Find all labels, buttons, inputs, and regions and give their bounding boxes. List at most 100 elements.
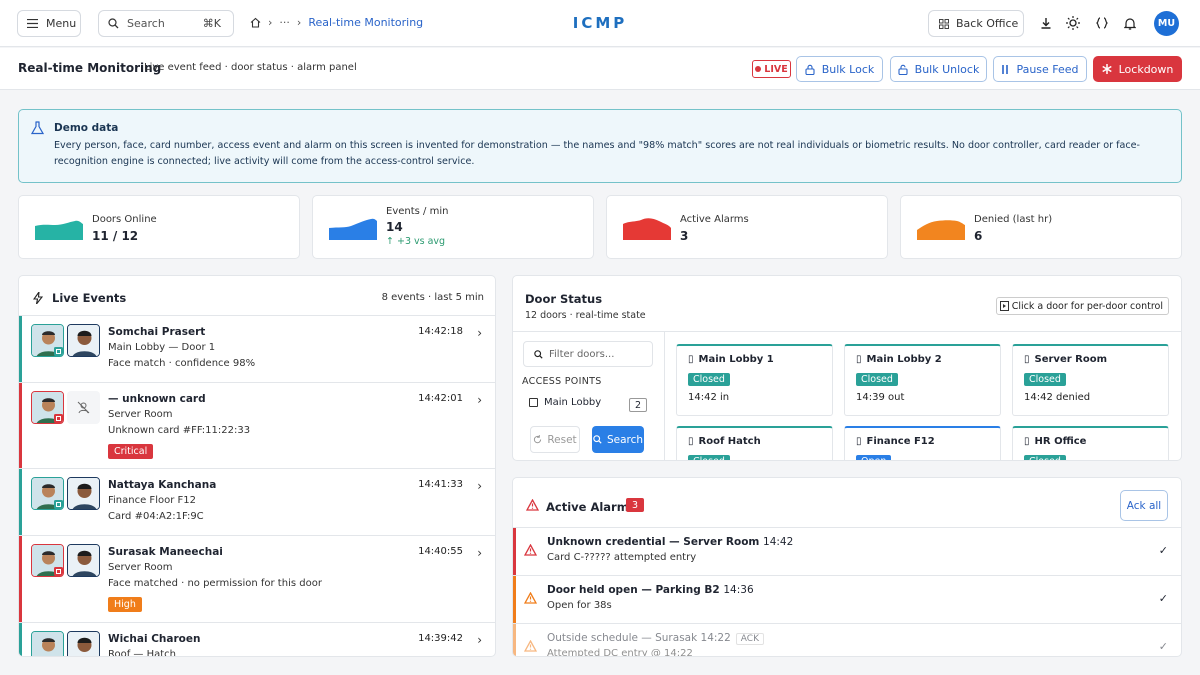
chevron-right-icon[interactable]: › <box>477 479 482 493</box>
door-search-label: Search <box>606 433 644 446</box>
download-icon[interactable] <box>1039 16 1053 30</box>
event-detail: Face match · confidence 98% <box>108 358 256 369</box>
flask-icon <box>31 121 44 135</box>
breadcrumb-current[interactable]: Real-time Monitoring <box>308 16 424 29</box>
event-location: Roof — Hatch <box>108 649 177 657</box>
door-card[interactable]: ▯ Finance F12 Open <box>844 426 1001 460</box>
live-label: LIVE <box>764 63 788 75</box>
bell-icon[interactable] <box>1123 16 1137 30</box>
lock-icon <box>805 64 815 75</box>
breadcrumb-ellipsis[interactable]: ··· <box>279 16 290 29</box>
access-point-main-lobby[interactable]: Main Lobby <box>529 397 601 408</box>
menu-button[interactable]: Menu <box>17 10 81 37</box>
door-card[interactable]: ▯ Main Lobby 2 Closed 14:39 out <box>844 344 1001 416</box>
event-row[interactable]: Somchai Prasert Main Lobby — Door 1 Face… <box>19 316 495 383</box>
door-search-button[interactable]: Search <box>592 426 644 453</box>
bulk-unlock-button[interactable]: Bulk Unlock <box>890 56 987 82</box>
event-row[interactable]: Wichai Charoen Roof — Hatch 14:39:42 › <box>19 623 495 657</box>
sparkline-alarms <box>623 218 671 240</box>
home-icon[interactable] <box>250 17 261 28</box>
sparkline-events <box>329 218 377 240</box>
breadcrumb-separator: › <box>268 16 273 29</box>
user-avatar[interactable]: MU <box>1154 11 1179 36</box>
stat-events-per-min: Events / min 14 ↑ +3 vs avg <box>312 195 594 259</box>
page-subtitle: Live event feed · door status · alarm pa… <box>144 62 357 73</box>
chevron-right-icon[interactable]: › <box>477 393 482 407</box>
chevron-right-icon[interactable]: › <box>477 633 482 647</box>
checkbox[interactable] <box>529 398 538 407</box>
reset-button[interactable]: Reset <box>530 426 580 453</box>
warning-icon <box>524 592 537 604</box>
door-state-badge: Closed <box>1024 373 1066 386</box>
bulk-lock-button[interactable]: Bulk Lock <box>796 56 883 82</box>
door-icon: ▯ <box>856 436 862 447</box>
chevron-right-icon[interactable]: › <box>477 546 482 560</box>
event-location: Server Room <box>108 562 173 573</box>
live-dot-icon <box>755 66 762 72</box>
hamburger-icon <box>27 19 38 28</box>
door-icon: ▯ <box>1024 436 1030 447</box>
profile-photo <box>67 631 100 656</box>
access-points-label: ACCESS POINTS <box>522 376 602 387</box>
event-detail: Card #04:A2:1F:9C <box>108 511 204 522</box>
per-door-hint-label: Click a door for per-door control <box>1011 300 1163 312</box>
door-card[interactable]: ▯ HR Office Closed <box>1012 426 1169 460</box>
event-location: Finance Floor F12 <box>108 495 196 506</box>
back-office-button[interactable]: Back Office <box>928 10 1024 37</box>
ack-badge: ACK <box>735 633 764 645</box>
door-card[interactable]: ▯ Main Lobby 1 Closed 14:42 in <box>676 344 833 416</box>
event-row[interactable]: Surasak Maneechai Server Room Face match… <box>19 536 495 623</box>
stat-value: 6 <box>974 229 983 243</box>
check-icon[interactable]: ✓ <box>1158 544 1168 557</box>
menu-label: Menu <box>46 17 77 30</box>
pause-feed-button[interactable]: Pause Feed <box>993 56 1087 82</box>
door-state-badge: Open <box>856 455 892 460</box>
door-last-event: 14:39 out <box>856 392 905 403</box>
door-icon: ▯ <box>856 354 862 365</box>
sparkline-doors-online <box>35 220 83 240</box>
door-state-badge: Closed <box>688 373 730 386</box>
door-state-badge: Closed <box>688 455 730 460</box>
stat-active-alarms: Active Alarms 3 <box>606 195 888 259</box>
demo-data-title: Demo data <box>54 122 119 134</box>
alarm-row[interactable]: Outside schedule — Surasak 14:22 ACK Atte… <box>513 624 1181 656</box>
warning-icon <box>524 544 537 556</box>
door-name: Main Lobby 1 <box>698 354 774 365</box>
ack-all-button[interactable]: Ack all <box>1120 490 1168 521</box>
sun-icon[interactable] <box>1066 16 1080 30</box>
stat-label: Events / min <box>386 206 449 217</box>
stat-denied: Denied (last hr) 6 <box>900 195 1182 259</box>
pause-icon <box>1002 64 1009 74</box>
alarm-time: 14:42 <box>763 536 794 548</box>
alarm-row[interactable]: Door held open — Parking B2 14:36 Open f… <box>513 576 1181 624</box>
door-card[interactable]: ▯ Server Room Closed 14:42 denied <box>1012 344 1169 416</box>
stat-value: 11 / 12 <box>92 229 139 243</box>
door-name: Main Lobby 2 <box>866 354 942 365</box>
check-icon[interactable]: ✓ <box>1158 640 1168 653</box>
face-snapshot <box>31 477 64 510</box>
door-card[interactable]: ▯ Roof Hatch Closed <box>676 426 833 460</box>
check-icon[interactable]: ✓ <box>1158 592 1168 605</box>
page-title: Real-time Monitoring <box>18 61 162 75</box>
alarm-row[interactable]: Unknown credential — Server Room 14:42 C… <box>513 528 1181 576</box>
alarm-title: Unknown credential — Server Room 14:42 <box>547 536 793 548</box>
global-search-button[interactable]: Search ⌘K <box>98 10 234 37</box>
braces-icon[interactable] <box>1095 16 1109 30</box>
event-row[interactable]: — unknown card Server Room Unknown card … <box>19 383 495 469</box>
event-row[interactable]: Nattaya Kanchana Finance Floor F12 Card … <box>19 469 495 536</box>
chevron-right-icon[interactable]: › <box>477 326 482 340</box>
active-alarms-count: 3 <box>626 498 644 512</box>
event-detail: Unknown card #FF:11:22:33 <box>108 425 251 436</box>
breadcrumb-separator: › <box>296 16 302 29</box>
severity-badge: High <box>108 597 142 612</box>
bolt-icon <box>33 292 43 304</box>
active-alarms-panel: Active Alarms 3 Ack all Unknown credenti… <box>512 477 1182 657</box>
filter-doors-input[interactable]: Filter doors... <box>523 341 653 367</box>
door-state-badge: Closed <box>1024 455 1066 460</box>
alarm-time: 14:36 <box>723 584 754 596</box>
warning-icon <box>526 499 539 511</box>
search-icon <box>108 18 119 29</box>
live-badge: LIVE <box>752 60 791 78</box>
profile-photo <box>67 324 100 357</box>
lockdown-button[interactable]: Lockdown <box>1093 56 1182 82</box>
